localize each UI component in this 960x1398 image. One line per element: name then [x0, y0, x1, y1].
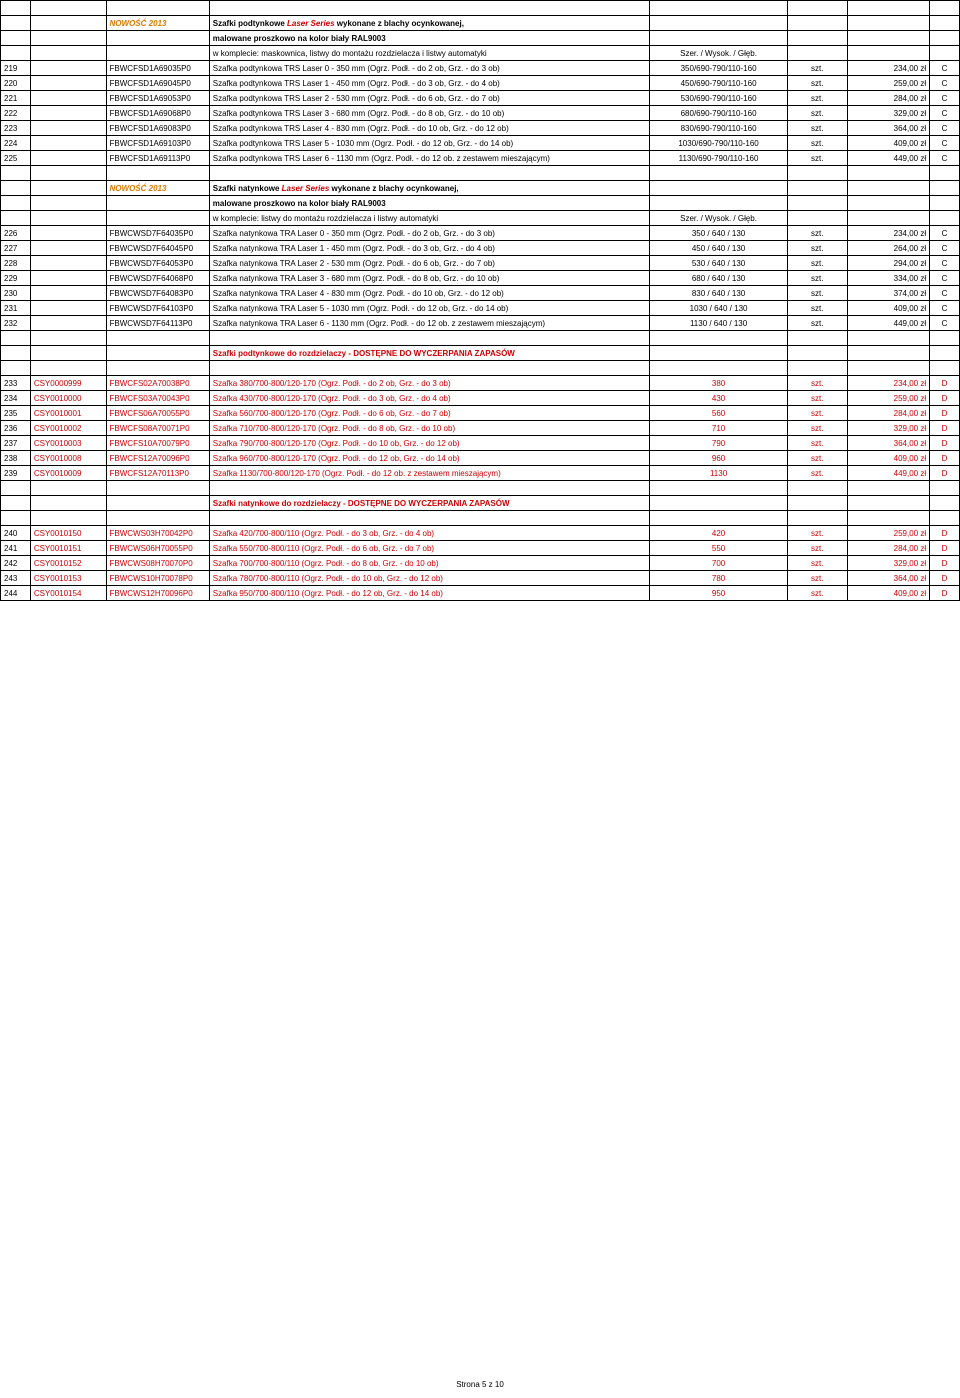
table-row: 223FBWCFSD1A69083P0Szafka podtynkowa TRS… — [1, 121, 960, 136]
table-row: 219FBWCFSD1A69035P0Szafka podtynkowa TRS… — [1, 61, 960, 76]
table-row: 221FBWCFSD1A69053P0Szafka podtynkowa TRS… — [1, 91, 960, 106]
nowosc-label: NOWOŚĆ 2013 — [106, 181, 209, 196]
table-row: 241CSY0010151FBWCWS06H70055P0Szafka 550/… — [1, 541, 960, 556]
dim-header: Szer. / Wysok. / Głęb. — [650, 46, 788, 61]
table-row: 244CSY0010154FBWCWS12H70096P0Szafka 950/… — [1, 586, 960, 601]
table-row: 227FBWCWSD7F64045P0Szafka natynkowa TRA … — [1, 241, 960, 256]
section4-title: Szafki natynkowe do rozdzielaczy - DOSTĘ… — [209, 496, 649, 511]
table-row: 228FBWCWSD7F64053P0Szafka natynkowa TRA … — [1, 256, 960, 271]
table-row: 224FBWCFSD1A69103P0Szafka podtynkowa TRS… — [1, 136, 960, 151]
section2-line2: malowane proszkowo na kolor biały RAL900… — [209, 196, 649, 211]
table-row: 235CSY0010001FBWCFS06A70055P0Szafka 560/… — [1, 406, 960, 421]
section2-line3: w komplecie: listwy do montażu rozdziela… — [209, 211, 649, 226]
section1-line2: malowane proszkowo na kolor biały RAL900… — [209, 31, 649, 46]
section1-line3: w komplecie: maskownica, listwy do monta… — [209, 46, 649, 61]
table-row: 225FBWCFSD1A69113P0Szafka podtynkowa TRS… — [1, 151, 960, 166]
table-row: 226FBWCWSD7F64035P0Szafka natynkowa TRA … — [1, 226, 960, 241]
table-row: 240CSY0010150FBWCWS03H70042P0Szafka 420/… — [1, 526, 960, 541]
table-row: 234CSY0010000FBWCFS03A70043P0Szafka 430/… — [1, 391, 960, 406]
table-row: 229FBWCWSD7F64068P0Szafka natynkowa TRA … — [1, 271, 960, 286]
table-row: 220FBWCFSD1A69045P0Szafka podtynkowa TRS… — [1, 76, 960, 91]
section2-title: Szafki natynkowe Laser Series wykonane z… — [209, 181, 649, 196]
table-row: 231FBWCWSD7F64103P0Szafka natynkowa TRA … — [1, 301, 960, 316]
nowosc-label: NOWOŚĆ 2013 — [106, 16, 209, 31]
table-row: 238CSY0010008FBWCFS12A70096P0Szafka 960/… — [1, 451, 960, 466]
table-row: 239CSY0010009FBWCFS12A70113P0Szafka 1130… — [1, 466, 960, 481]
page-footer: Strona 5 z 10 — [0, 1380, 960, 1389]
table-row: 236CSY0010002FBWCFS08A70071P0Szafka 710/… — [1, 421, 960, 436]
table-row: 233CSY0000999FBWCFS02A70038P0Szafka 380/… — [1, 376, 960, 391]
price-table: NOWOŚĆ 2013Szafki podtynkowe Laser Serie… — [0, 0, 960, 601]
table-row: 242CSY0010152FBWCWS08H70070P0Szafka 700/… — [1, 556, 960, 571]
table-row: 237CSY0010003FBWCFS10A70079P0Szafka 790/… — [1, 436, 960, 451]
table-row: 222FBWCFSD1A69068P0Szafka podtynkowa TRS… — [1, 106, 960, 121]
section3-title: Szafki podtynkowe do rozdzielaczy - DOST… — [209, 346, 649, 361]
section1-title: Szafki podtynkowe Laser Series wykonane … — [209, 16, 649, 31]
table-row: 243CSY0010153FBWCWS10H70078P0Szafka 780/… — [1, 571, 960, 586]
table-row: 232FBWCWSD7F64113P0Szafka natynkowa TRA … — [1, 316, 960, 331]
dim-header: Szer. / Wysok. / Głęb. — [650, 211, 788, 226]
table-row: 230FBWCWSD7F64083P0Szafka natynkowa TRA … — [1, 286, 960, 301]
